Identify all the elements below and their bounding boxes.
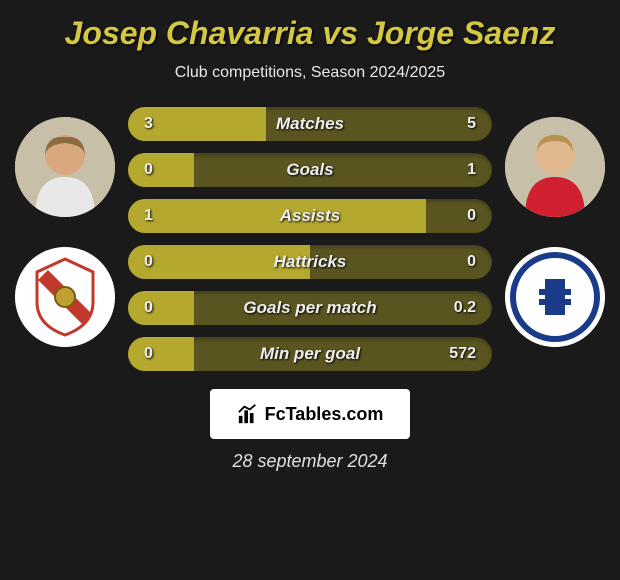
avatar-placeholder-icon (15, 117, 115, 217)
stat-bar: 0Hattricks0 (128, 245, 492, 279)
stat-value-right: 0 (467, 253, 476, 271)
comparison-card: Josep Chavarria vs Jorge Saenz Club comp… (0, 0, 620, 487)
stat-bar: 0Goals per match0.2 (128, 291, 492, 325)
stat-bar: 3Matches5 (128, 107, 492, 141)
main-row: 3Matches50Goals11Assists00Hattricks00Goa… (10, 107, 610, 371)
player-avatar-right (505, 117, 605, 217)
stat-value-right: 0.2 (454, 299, 476, 317)
club-logo-icon (15, 247, 115, 347)
stat-label: Matches (128, 114, 492, 134)
avatar-placeholder-icon (505, 117, 605, 217)
player-avatar-left (15, 117, 115, 217)
brand-text: FcTables.com (265, 404, 384, 425)
brand-logo: FcTables.com (210, 389, 410, 439)
stat-label: Hattricks (128, 252, 492, 272)
stat-value-right: 5 (467, 115, 476, 133)
page-subtitle: Club competitions, Season 2024/2025 (10, 64, 610, 82)
stat-label: Assists (128, 206, 492, 226)
stats-panel: 3Matches50Goals11Assists00Hattricks00Goa… (120, 107, 500, 371)
page-title: Josep Chavarria vs Jorge Saenz (10, 15, 610, 52)
club-logo-icon (505, 247, 605, 347)
stat-label: Goals (128, 160, 492, 180)
chart-icon (237, 403, 259, 425)
stat-label: Goals per match (128, 298, 492, 318)
stat-value-right: 572 (449, 345, 476, 363)
stat-bar: 0Min per goal572 (128, 337, 492, 371)
footer-date: 28 september 2024 (10, 451, 610, 472)
stat-label: Min per goal (128, 344, 492, 364)
stat-bar: 1Assists0 (128, 199, 492, 233)
stat-bar: 0Goals1 (128, 153, 492, 187)
right-column (500, 107, 610, 347)
left-column (10, 107, 120, 347)
club-logo-right (505, 247, 605, 347)
club-logo-left (15, 247, 115, 347)
stat-value-right: 0 (467, 207, 476, 225)
stat-value-right: 1 (467, 161, 476, 179)
